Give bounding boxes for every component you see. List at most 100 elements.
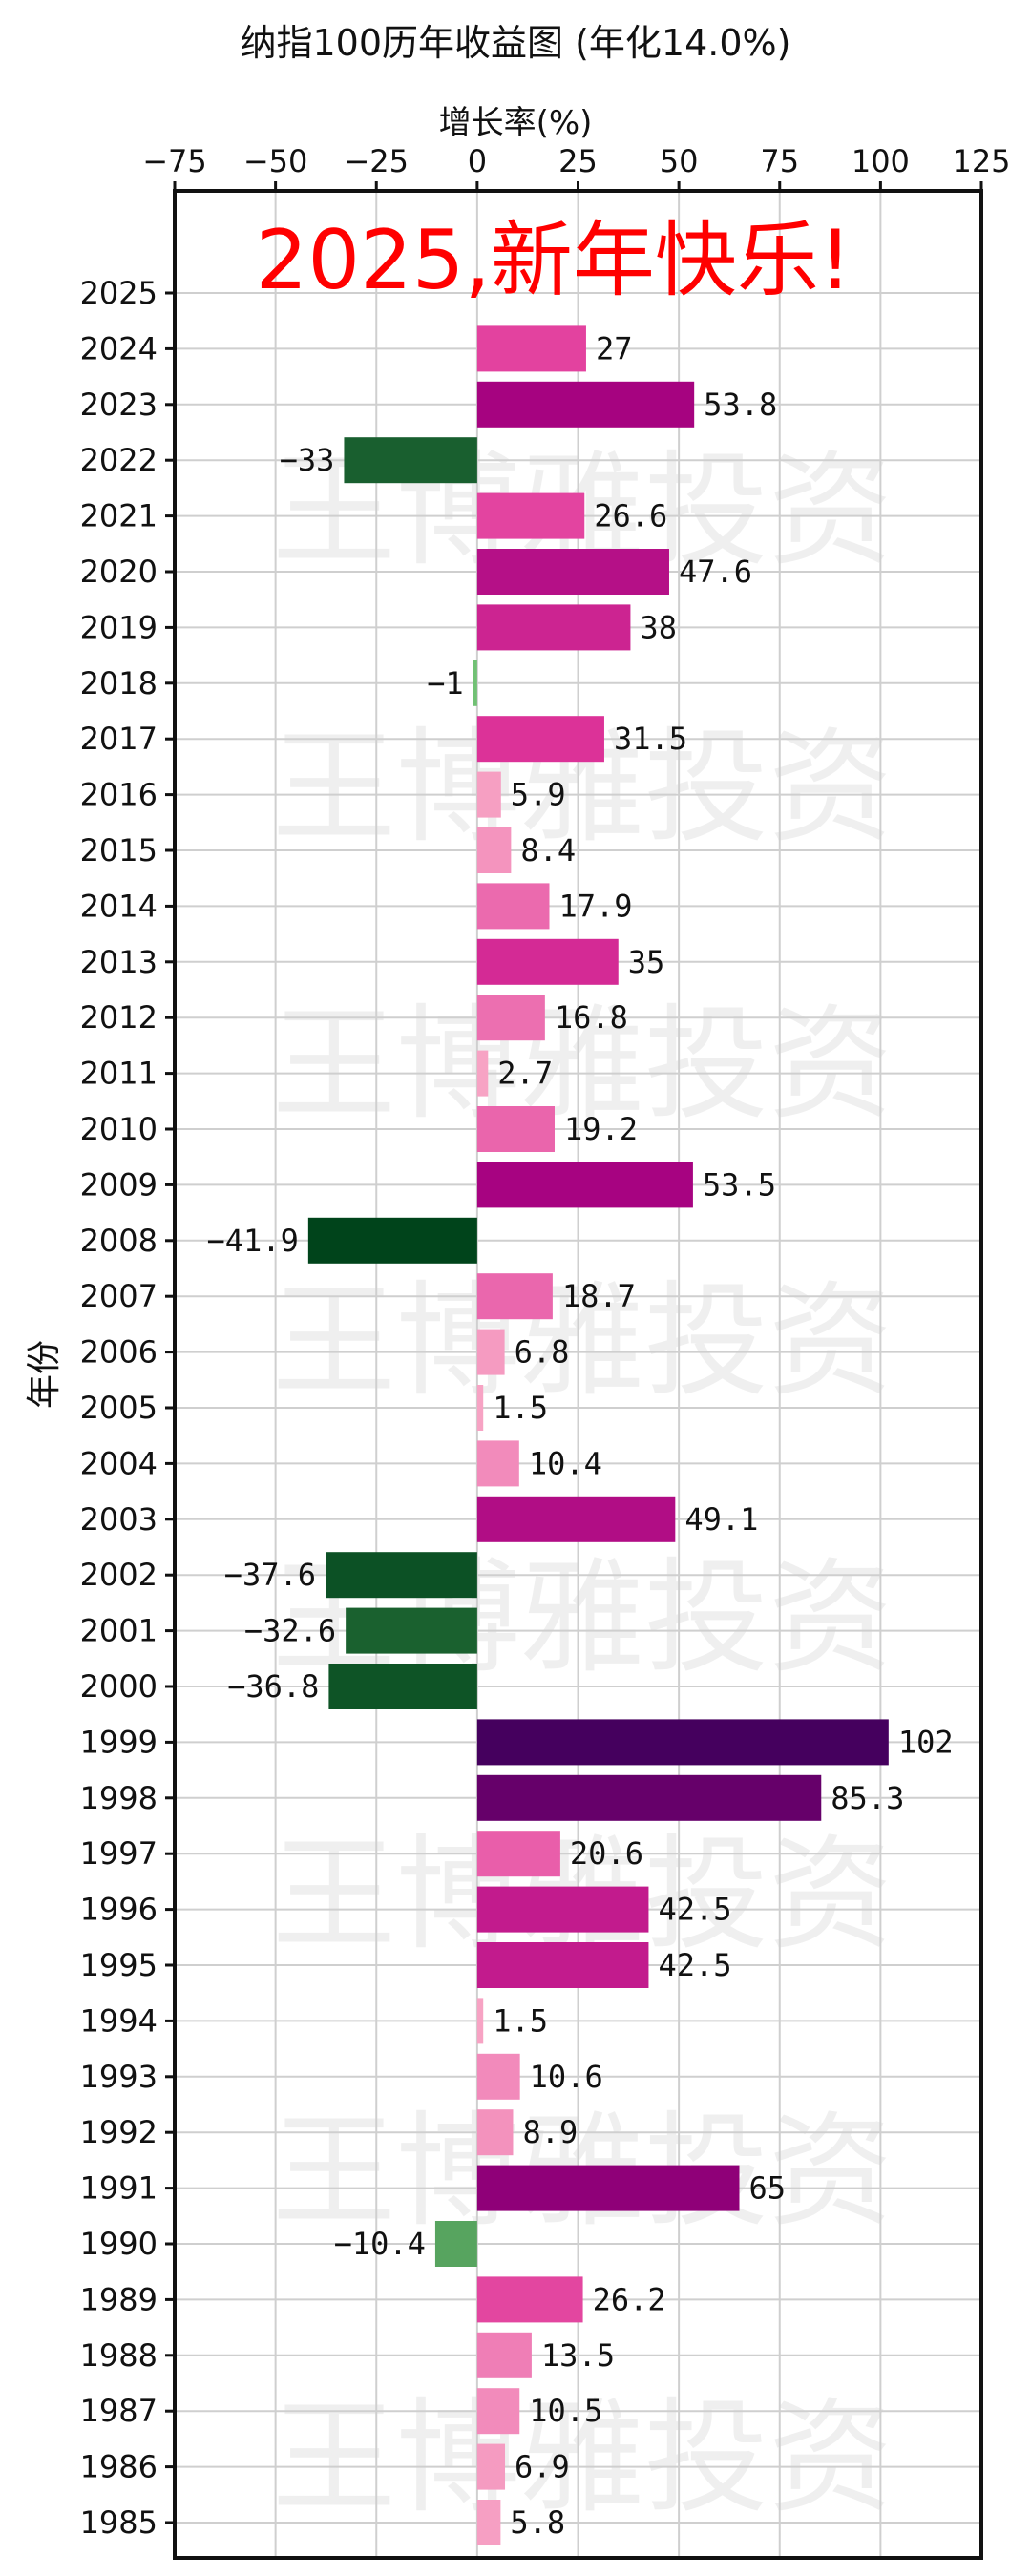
bar-2015 (476, 827, 512, 873)
y-tick-label: 1992 (80, 2114, 158, 2150)
bar-1996 (476, 1886, 649, 1933)
y-tick-label: 1993 (80, 2059, 158, 2095)
y-tick-label: 1989 (80, 2281, 158, 2317)
y-tick-label: 1995 (80, 1947, 158, 1983)
x-tick-label: −75 (142, 143, 207, 179)
y-tick-label: 1997 (80, 1835, 158, 1872)
data-label-1991: 65 (749, 2170, 787, 2207)
bar-2006 (476, 1329, 505, 1375)
y-tick-label: 1988 (80, 2337, 158, 2374)
data-label-2015: 8.4 (520, 832, 576, 869)
bar-1993 (476, 2053, 520, 2100)
y-tick-label: 2018 (80, 665, 158, 702)
data-label-2013: 35 (628, 944, 665, 980)
bar-2014 (476, 883, 550, 930)
data-label-2020: 47.6 (679, 554, 752, 590)
bar-1997 (476, 1831, 560, 1877)
y-tick-label: 2021 (80, 498, 158, 534)
bar-1989 (476, 2276, 583, 2323)
y-tick-label: 1998 (80, 1780, 158, 1816)
greeting-annotation: 2025,新年快乐! (256, 213, 852, 308)
y-tick-label: 2001 (80, 1613, 158, 1649)
bar-2002 (326, 1552, 477, 1599)
bar-2000 (328, 1664, 477, 1709)
bar-2017 (476, 716, 604, 763)
bar-2023 (476, 381, 695, 428)
bar-1990 (434, 2221, 477, 2267)
y-tick-label: 2000 (80, 1668, 158, 1705)
data-label-1988: 13.5 (541, 2337, 615, 2374)
y-tick-label: 1999 (80, 1724, 158, 1760)
y-tick-label: 2013 (80, 944, 158, 980)
y-tick-label: 2023 (80, 387, 158, 423)
bar-2005 (476, 1385, 484, 1431)
bar-2007 (476, 1273, 553, 1320)
y-axis-label: 年份 (25, 1340, 64, 1409)
plot-frame (173, 189, 983, 2560)
bar-2021 (476, 492, 585, 539)
y-tick-label: 2011 (80, 1056, 158, 1092)
bar-2008 (307, 1217, 477, 1264)
x-tick-label: −50 (243, 143, 308, 179)
x-tick-label: 75 (760, 143, 799, 179)
y-tick-label: 1990 (80, 2226, 158, 2262)
data-label-2001: −32.6 (244, 1613, 336, 1649)
y-tick-label: 2007 (80, 1278, 158, 1314)
data-label-2019: 38 (640, 609, 677, 645)
y-tick-label: 2004 (80, 1445, 158, 1481)
y-tick-label: 2002 (80, 1557, 158, 1593)
x-tick-label: 100 (852, 143, 910, 179)
y-tick-label: 2005 (80, 1390, 158, 1426)
y-tick-label: 2014 (80, 888, 158, 924)
data-label-1987: 10.5 (529, 2393, 602, 2429)
bar-1988 (476, 2332, 532, 2378)
y-tick-label: 2024 (80, 330, 158, 367)
y-tick-label: 2009 (80, 1166, 158, 1203)
bar-1992 (476, 2109, 514, 2156)
bar-2019 (476, 604, 631, 651)
data-label-1989: 26.2 (593, 2281, 666, 2317)
data-label-2009: 53.5 (703, 1166, 776, 1203)
data-label-2003: 49.1 (684, 1501, 758, 1538)
bar-1991 (476, 2165, 740, 2211)
x-tick-label: 50 (660, 143, 699, 179)
bar-1995 (476, 1942, 649, 1988)
bar-1999 (476, 1719, 889, 1766)
data-label-2005: 1.5 (493, 1390, 548, 1426)
bar-2009 (476, 1162, 693, 1208)
y-tick-label: 2020 (80, 554, 158, 590)
bar-2010 (476, 1106, 555, 1152)
data-label-2012: 16.8 (555, 999, 628, 1036)
data-label-2007: 18.7 (562, 1278, 636, 1314)
data-label-1990: −10.4 (334, 2226, 426, 2262)
data-label-2018: −1 (427, 665, 464, 702)
data-label-2008: −41.9 (207, 1223, 299, 1259)
data-label-1998: 85.3 (831, 1780, 904, 1816)
y-tick-label: 2012 (80, 999, 158, 1036)
bar-2024 (476, 325, 586, 372)
bar-2003 (476, 1496, 676, 1542)
data-label-2006: 6.8 (515, 1334, 570, 1371)
bar-1994 (476, 1998, 484, 2044)
y-tick-label: 1985 (80, 2504, 158, 2541)
y-tick-label: 2016 (80, 777, 158, 813)
y-tick-label: 2025 (80, 275, 158, 311)
data-label-2011: 2.7 (497, 1056, 553, 1092)
x-tick-label: −25 (344, 143, 409, 179)
bar-2018 (473, 660, 477, 706)
data-label-2002: −37.6 (224, 1557, 316, 1593)
y-tick-label: 1996 (80, 1892, 158, 1928)
y-tick-label: 1994 (80, 2002, 158, 2039)
bar-2013 (476, 938, 619, 985)
data-label-2022: −33 (280, 442, 335, 478)
y-tick-label: 2006 (80, 1334, 158, 1371)
axis-layer: −75 −50 −25 0 25 50 75 100 125 2025 2024 2023 2022 20… (80, 143, 1011, 2560)
bar-2004 (476, 1440, 519, 1487)
bar-1986 (476, 2443, 506, 2490)
data-label-2024: 27 (596, 330, 633, 367)
x-tick-label: 0 (468, 143, 487, 179)
bar-1985 (476, 2500, 501, 2545)
y-tick-label: 2003 (80, 1501, 158, 1538)
y-tick-label: 2008 (80, 1223, 158, 1259)
